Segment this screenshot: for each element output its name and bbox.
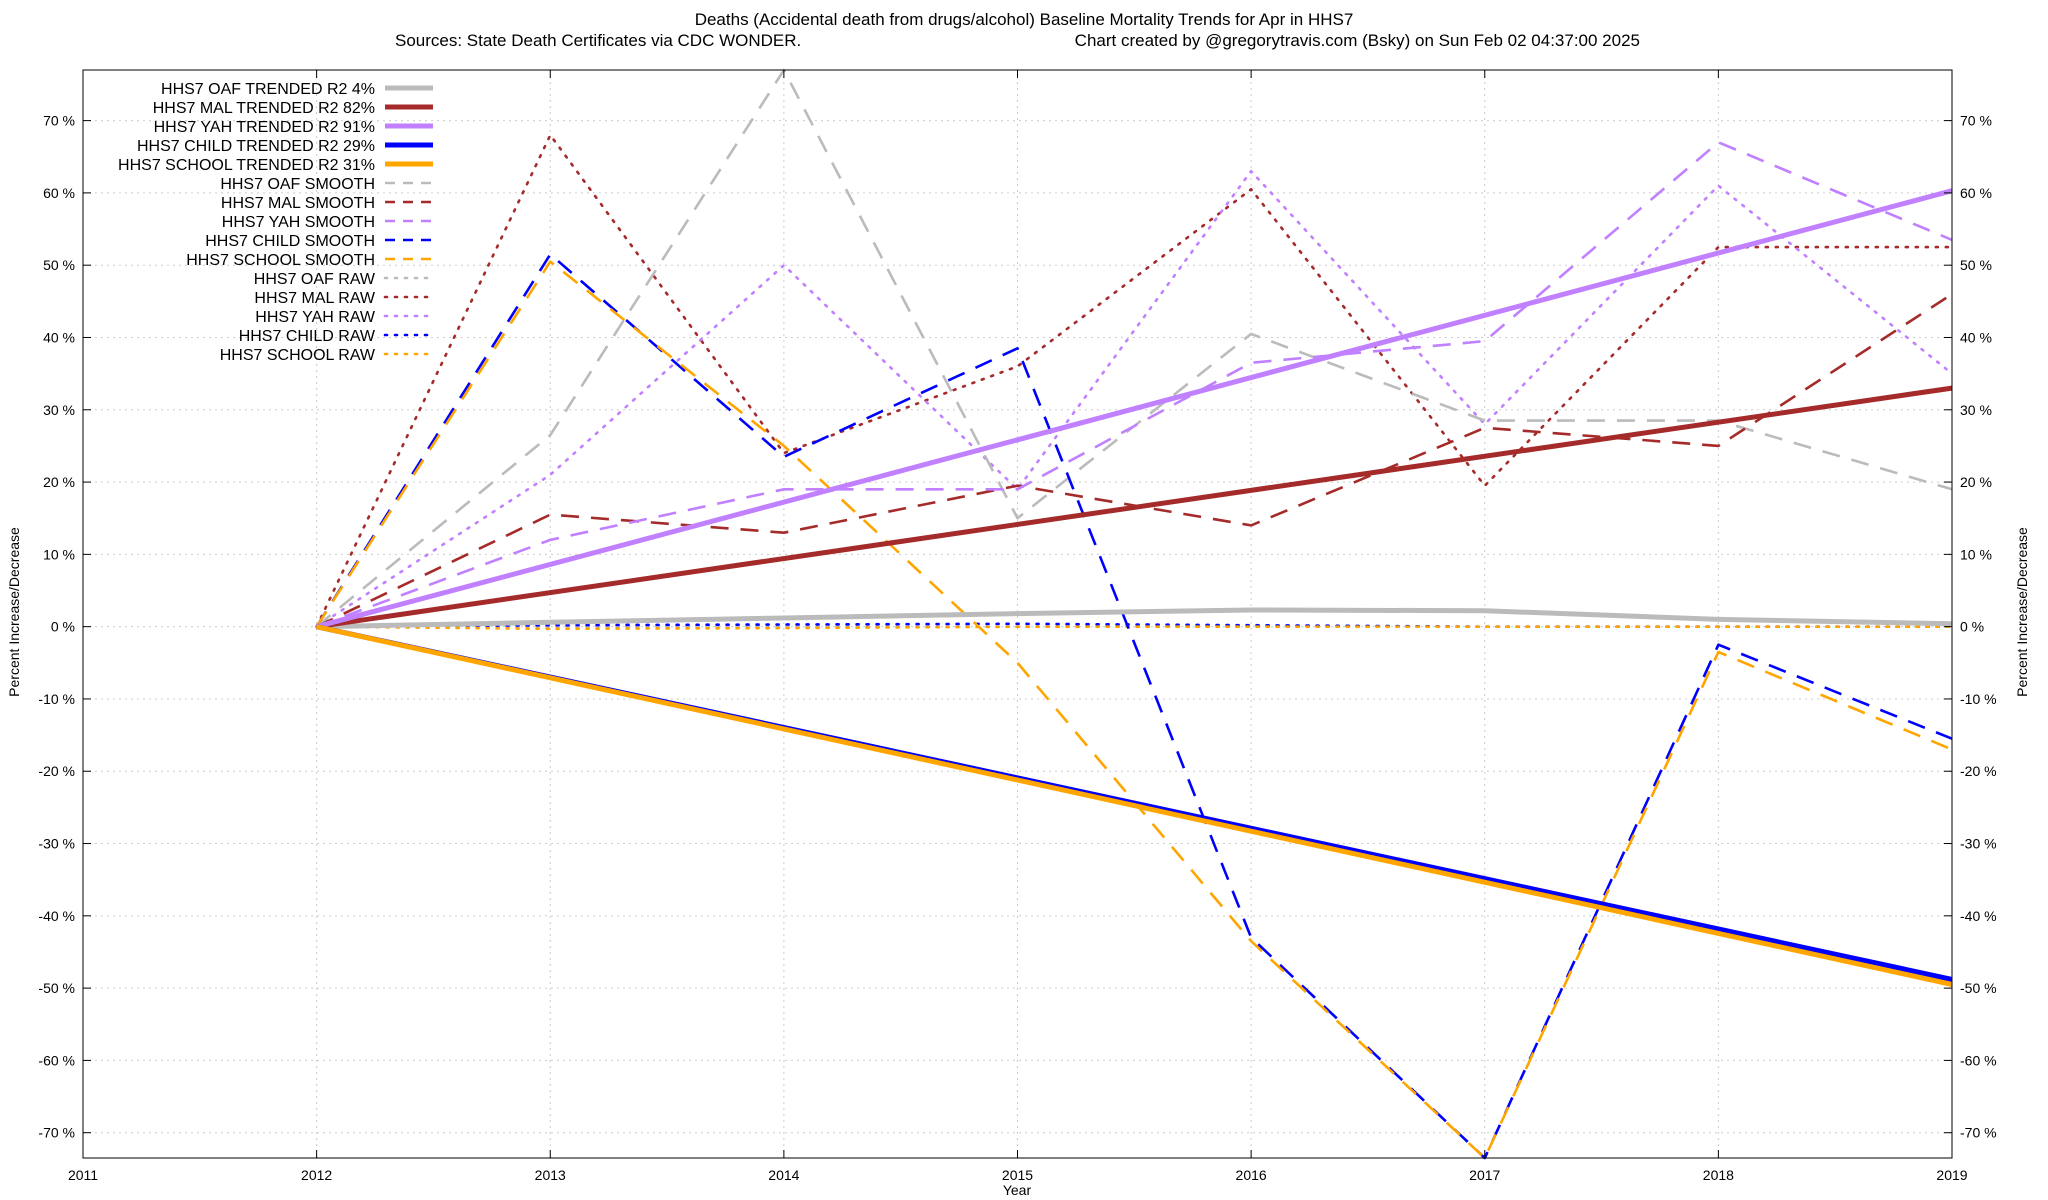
legend-label: HHS7 OAF SMOOTH	[220, 176, 375, 193]
y-tick-label-right: 40 %	[1960, 329, 1992, 345]
y-tick-label-left: 50 %	[43, 257, 75, 273]
x-tick-label: 2019	[1936, 1167, 1967, 1183]
legend-label: HHS7 MAL SMOOTH	[221, 195, 375, 212]
legend-label: HHS7 CHILD RAW	[239, 328, 376, 345]
y-tick-label-left: 40 %	[43, 329, 75, 345]
legend-label: HHS7 SCHOOL TRENDED R2 31%	[118, 157, 375, 174]
series-layer	[315, 68, 1954, 1160]
legend: HHS7 OAF TRENDED R2 4% HHS7 MAL TRENDED R…	[118, 81, 435, 364]
x-tick-label: 2014	[768, 1167, 799, 1183]
y-tick-label-right: 0 %	[1960, 619, 1984, 635]
y-tick-label-right: -20 %	[1960, 763, 1997, 779]
legend-item-12: HHS7 YAH RAW	[255, 309, 435, 326]
legend-item-0: HHS7 OAF TRENDED R2 4%	[161, 81, 433, 98]
axis-layer: 2011 2012 2013 2014 2015 2016 2017 2018 2019 70 %…	[38, 69, 1997, 1183]
legend-item-8: HHS7 CHILD SMOOTH	[205, 233, 433, 250]
legend-label: HHS7 CHILD SMOOTH	[205, 233, 375, 250]
legend-label: HHS7 SCHOOL SMOOTH	[186, 252, 375, 269]
y-tick-label-right: -30 %	[1960, 836, 1997, 852]
y-tick-label-left: -30 %	[38, 836, 75, 852]
legend-label: HHS7 YAH RAW	[255, 309, 376, 326]
legend-item-11: HHS7 MAL RAW	[254, 290, 435, 307]
y-tick-label-left: 20 %	[43, 474, 75, 490]
series-line-0	[316, 607, 1953, 630]
x-axis-label: Year	[1003, 1182, 1032, 1198]
series-line-6	[316, 293, 1953, 628]
y-tick-label-left: 70 %	[43, 113, 75, 129]
y-tick-label-left: -20 %	[38, 763, 75, 779]
legend-item-7: HHS7 YAH SMOOTH	[222, 214, 433, 231]
x-tick-label: 2013	[535, 1167, 566, 1183]
y-tick-label-left: -60 %	[38, 1052, 75, 1068]
x-tick-label: 2015	[1002, 1167, 1033, 1183]
y-tick-label-right: -50 %	[1960, 980, 1997, 996]
series-line-8	[315, 253, 1953, 1160]
legend-label: HHS7 YAH SMOOTH	[222, 214, 375, 231]
legend-label: HHS7 OAF TRENDED R2 4%	[161, 81, 375, 98]
y-tick-label-left: 0 %	[51, 619, 75, 635]
y-tick-label-right: -10 %	[1960, 691, 1997, 707]
legend-label: HHS7 CHILD TRENDED R2 29%	[137, 138, 375, 155]
y-tick-label-right: 70 %	[1960, 113, 1992, 129]
x-tick-label: 2018	[1703, 1167, 1734, 1183]
y-tick-label-right: -70 %	[1960, 1125, 1997, 1141]
chart-source-note: Sources: State Death Certificates via CD…	[395, 31, 801, 50]
y-axis-label-left: Percent Increase/Decrease	[6, 527, 22, 697]
y-tick-label-right: 60 %	[1960, 185, 1992, 201]
y-tick-label-left: -50 %	[38, 980, 75, 996]
legend-label: HHS7 OAF RAW	[254, 271, 376, 288]
legend-item-13: HHS7 CHILD RAW	[239, 328, 435, 345]
series-line-9	[315, 260, 1953, 1160]
legend-item-10: HHS7 OAF RAW	[254, 271, 435, 288]
x-tick-label: 2012	[301, 1167, 332, 1183]
series-line-11	[315, 133, 1954, 629]
series-line-7	[316, 141, 1953, 628]
legend-item-3: HHS7 CHILD TRENDED R2 29%	[137, 138, 433, 155]
y-tick-label-right: 20 %	[1960, 474, 1992, 490]
legend-label: HHS7 YAH TRENDED R2 91%	[154, 119, 375, 136]
series-line-2	[315, 188, 1953, 630]
series-line-4	[316, 624, 1953, 987]
y-axis-label-right: Percent Increase/Decrease	[2014, 527, 2030, 697]
legend-item-9: HHS7 SCHOOL SMOOTH	[186, 252, 433, 269]
series-line-14	[315, 625, 1954, 631]
x-tick-label: 2017	[1469, 1167, 1500, 1183]
chart-credit-note: Chart created by @gregorytravis.com (Bsk…	[1075, 31, 1640, 50]
chart-title: Deaths (Accidental death from drugs/alco…	[695, 10, 1354, 29]
y-tick-label-left: -40 %	[38, 908, 75, 924]
y-tick-label-left: -10 %	[38, 691, 75, 707]
legend-item-2: HHS7 YAH TRENDED R2 91%	[154, 119, 433, 136]
series-line-12	[315, 169, 1954, 629]
legend-item-5: HHS7 OAF SMOOTH	[220, 176, 433, 193]
legend-item-14: HHS7 SCHOOL RAW	[220, 347, 435, 364]
y-tick-label-left: 30 %	[43, 402, 75, 418]
y-tick-label-left: -70 %	[38, 1125, 75, 1141]
y-tick-label-right: 30 %	[1960, 402, 1992, 418]
legend-item-6: HHS7 MAL SMOOTH	[221, 195, 433, 212]
legend-label: HHS7 MAL TRENDED R2 82%	[153, 100, 375, 117]
y-tick-label-right: -40 %	[1960, 908, 1997, 924]
y-tick-label-right: 50 %	[1960, 257, 1992, 273]
y-tick-label-left: 60 %	[43, 185, 75, 201]
legend-item-4: HHS7 SCHOOL TRENDED R2 31%	[118, 157, 433, 174]
legend-item-1: HHS7 MAL TRENDED R2 82%	[153, 100, 433, 117]
legend-label: HHS7 SCHOOL RAW	[220, 347, 376, 364]
series-line-1	[316, 385, 1953, 630]
y-tick-label-right: -60 %	[1960, 1052, 1997, 1068]
y-tick-label-left: 10 %	[43, 546, 75, 562]
x-tick-label: 2016	[1236, 1167, 1267, 1183]
y-tick-label-right: 10 %	[1960, 546, 1992, 562]
x-tick-label: 2011	[68, 1167, 98, 1183]
legend-label: HHS7 MAL RAW	[254, 290, 376, 307]
